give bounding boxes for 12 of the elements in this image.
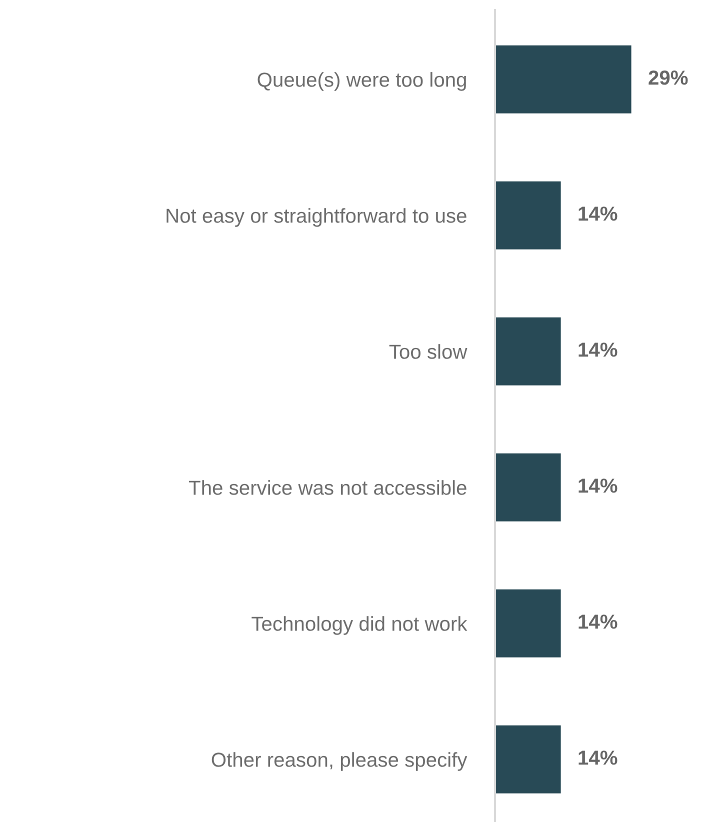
data-label: 14% bbox=[578, 750, 618, 765]
y-tick-label: The service was not accessible bbox=[188, 480, 466, 495]
y-tick-label: Technology did not work bbox=[252, 616, 468, 635]
data-label: 29% bbox=[648, 70, 688, 85]
y-tick-label: Too slow bbox=[389, 344, 468, 359]
y-tick-label: Other reason, please specify bbox=[212, 752, 468, 771]
y-tick-label: Queue(s) were too long bbox=[258, 72, 466, 91]
data-label: 14% bbox=[578, 342, 618, 357]
data-label: 14% bbox=[578, 206, 618, 221]
data-label: 14% bbox=[578, 478, 618, 493]
y-tick-label: Not easy or straightforward to use bbox=[166, 208, 466, 227]
data-label: 14% bbox=[578, 614, 618, 629]
